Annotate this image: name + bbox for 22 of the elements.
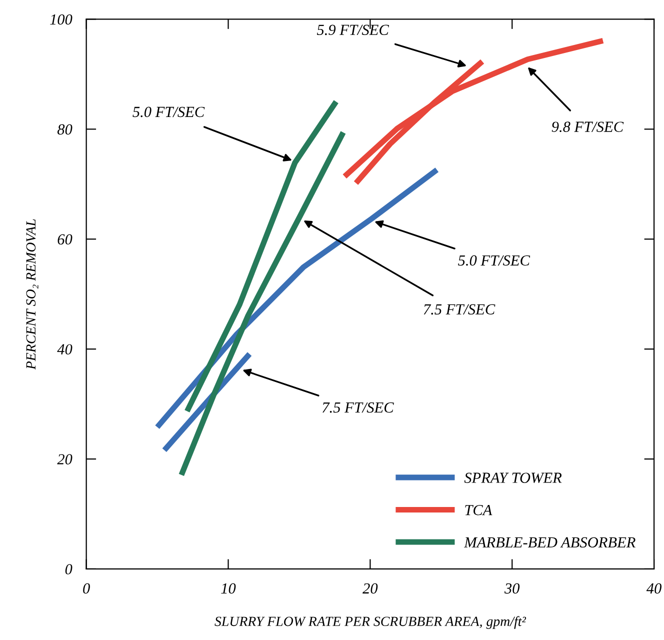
legend-label: TCA (465, 504, 492, 516)
y-tick-label: 40 (57, 344, 72, 355)
y-tick-label: 60 (58, 234, 72, 245)
annotation: 5.0 FT/SEC (458, 255, 530, 266)
x-tick-label: 40 (646, 583, 662, 594)
annotation: 5.9 FT/SEC (316, 24, 390, 36)
annotation: 7.5 FT/SEC (424, 304, 496, 315)
legend-label: MARBLE-BED ABSORBER (464, 537, 636, 548)
x-tick-label: 10 (221, 583, 236, 594)
y-tick-label: 80 (57, 124, 72, 135)
x-tick-label: 20 (362, 583, 378, 594)
annotation: 9.8 FT/SEC (552, 122, 624, 132)
y-tick-label: 100 (50, 14, 72, 25)
y-axis-title: PERCENT SO₂ REMOVAL (26, 219, 38, 370)
x-tick-label: 0 (83, 583, 90, 594)
x-axis-title: SLURRY FLOW RATE PER SCRUBBER AREA, gpm/ft² (214, 616, 526, 629)
legend-label: SPRAY TOWER (464, 472, 562, 484)
y-tick-label: 20 (57, 454, 72, 464)
y-tick-label: 0 (65, 564, 72, 574)
annotation: 5.0 FT/SEC (132, 106, 205, 118)
annotation: 7.5 FT/SEC (322, 402, 394, 413)
x-tick-label: 30 (504, 583, 520, 594)
